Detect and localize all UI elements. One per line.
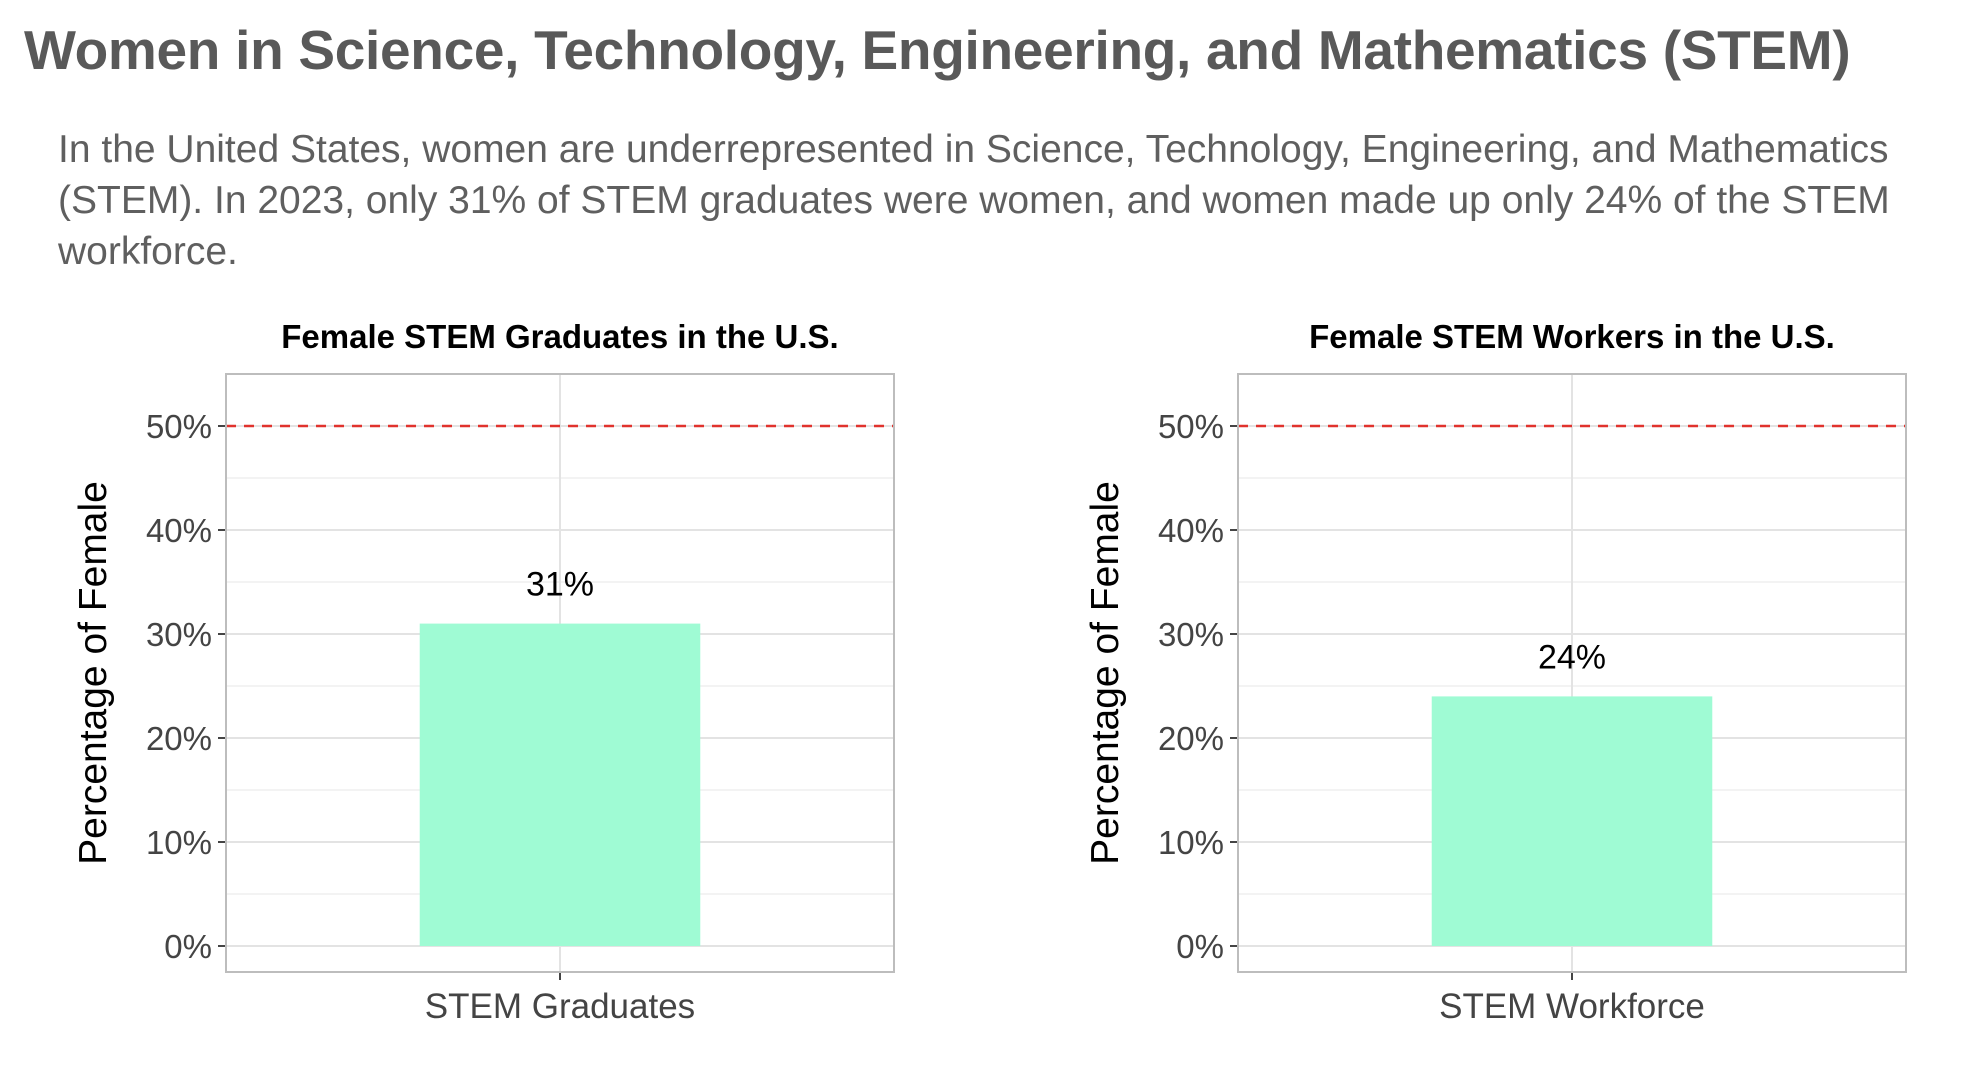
page-title: Women in Science, Technology, Engineerin… <box>24 19 1851 81</box>
x-tick-label: STEM Workforce <box>1439 987 1705 1026</box>
chart-title: Female STEM Graduates in the U.S. <box>281 318 838 355</box>
panel-border <box>225 373 895 973</box>
y-tick-label: 30% <box>1158 616 1224 653</box>
x-tick-label: STEM Graduates <box>425 987 695 1026</box>
chart-title: Female STEM Workers in the U.S. <box>1309 318 1835 355</box>
bar <box>1431 696 1713 946</box>
bar <box>419 623 701 946</box>
y-tick-label: 0% <box>164 928 212 965</box>
y-tick-label: 30% <box>146 616 212 653</box>
y-tick-label: 50% <box>146 408 212 445</box>
y-axis-label: Percentage of Female <box>72 481 115 865</box>
y-axis-label: Percentage of Female <box>1084 481 1127 865</box>
y-tick-label: 20% <box>1158 720 1224 757</box>
page-subtitle: In the United States, women are underrep… <box>58 128 1890 273</box>
y-tick-label: 0% <box>1176 928 1224 965</box>
chart-1: Female STEM Graduates in the U.S. 0% 10% 20… <box>72 318 895 1026</box>
y-tick-label: 10% <box>146 824 212 861</box>
y-tick-label: 40% <box>1158 512 1224 549</box>
y-tick-label: 50% <box>1158 408 1224 445</box>
chart-2: Female STEM Workers in the U.S. 0% 10% 20% 3… <box>1084 318 1907 1026</box>
panel-border <box>1237 373 1907 973</box>
y-tick-label: 40% <box>146 512 212 549</box>
bar-value-label: 31% <box>526 566 594 604</box>
bar-value-label: 24% <box>1538 638 1606 676</box>
y-tick-label: 20% <box>146 720 212 757</box>
y-tick-label: 10% <box>1158 824 1224 861</box>
charts-area: Female STEM Graduates in the U.S. 0% 10% 20… <box>72 318 1907 1026</box>
